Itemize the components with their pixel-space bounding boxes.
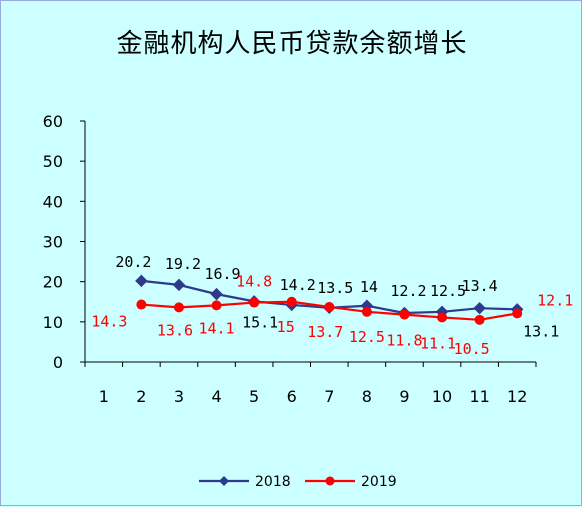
x-tick-label: 7 xyxy=(324,387,334,406)
data-label-2019: 13.6 xyxy=(157,321,193,339)
x-tick-label: 2 xyxy=(136,387,146,406)
data-point-2018 xyxy=(473,301,486,315)
y-tick-label: 40 xyxy=(43,192,63,211)
data-label-2018: 12.5 xyxy=(430,282,466,300)
data-label-2019: 14.8 xyxy=(236,273,272,291)
data-point-2019 xyxy=(399,309,410,320)
x-tick-label: 3 xyxy=(174,387,184,406)
data-point-2019 xyxy=(437,312,448,323)
data-label-2018: 12.2 xyxy=(390,282,426,300)
data-label-2019: 11.8 xyxy=(386,332,422,350)
chart-title: 金融机构人民币贷款余额增长 xyxy=(116,29,468,59)
data-label-2019: 14.3 xyxy=(91,313,127,331)
legend-label-2019: 2019 xyxy=(361,474,397,490)
data-point-2019 xyxy=(474,314,485,325)
data-point-2018 xyxy=(172,278,186,292)
data-label-2018: 13.4 xyxy=(462,277,498,295)
data-label-2018: 15.1 xyxy=(242,313,278,331)
data-label-2019: 12.5 xyxy=(349,328,385,346)
x-tick-label: 11 xyxy=(469,387,489,406)
x-tick-label: 5 xyxy=(249,387,259,406)
legend-marker-2019 xyxy=(325,476,335,486)
data-label-2018: 13.1 xyxy=(523,322,559,340)
data-label-2018: 19.2 xyxy=(165,255,201,273)
data-point-2018 xyxy=(135,274,148,288)
y-tick-label: 50 xyxy=(43,152,63,171)
x-tick-label: 4 xyxy=(211,387,221,406)
x-tick-label: 6 xyxy=(287,387,297,406)
legend-marker-2018 xyxy=(219,476,229,486)
data-point-2019 xyxy=(324,301,335,312)
data-point-2019 xyxy=(136,299,147,310)
y-tick-label: 60 xyxy=(43,112,63,131)
x-tick-label: 1 xyxy=(99,387,109,406)
y-tick-label: 0 xyxy=(53,353,63,372)
data-label-2019: 13.7 xyxy=(307,323,343,341)
data-label-2018: 14 xyxy=(360,278,378,296)
data-label-2018: 14.2 xyxy=(280,276,316,294)
data-label-2019: 12.1 xyxy=(537,291,573,309)
x-tick-label: 12 xyxy=(507,387,527,406)
data-point-2019 xyxy=(211,300,222,311)
legend-label-2018: 2018 xyxy=(255,474,291,490)
data-label-2019: 15 xyxy=(277,318,295,336)
data-label-2018: 13.5 xyxy=(317,279,353,297)
data-point-2019 xyxy=(173,302,184,313)
data-point-2019 xyxy=(286,296,297,307)
y-tick-label: 10 xyxy=(43,313,63,332)
data-label-2019: 11.1 xyxy=(420,334,456,352)
data-point-2019 xyxy=(361,306,372,317)
data-label-2019: 10.5 xyxy=(454,340,490,358)
x-tick-label: 10 xyxy=(432,387,452,406)
x-tick-label: 9 xyxy=(399,387,409,406)
x-tick-label: 8 xyxy=(362,387,372,406)
data-point-2019 xyxy=(249,297,260,308)
y-tick-label: 30 xyxy=(43,233,63,252)
y-tick-label: 20 xyxy=(43,273,63,292)
data-label-2018: 20.2 xyxy=(115,253,151,271)
data-label-2019: 14.1 xyxy=(198,319,234,337)
data-point-2019 xyxy=(512,308,523,319)
data-label-2018: 16.9 xyxy=(204,265,240,283)
data-point-2018 xyxy=(210,287,223,301)
